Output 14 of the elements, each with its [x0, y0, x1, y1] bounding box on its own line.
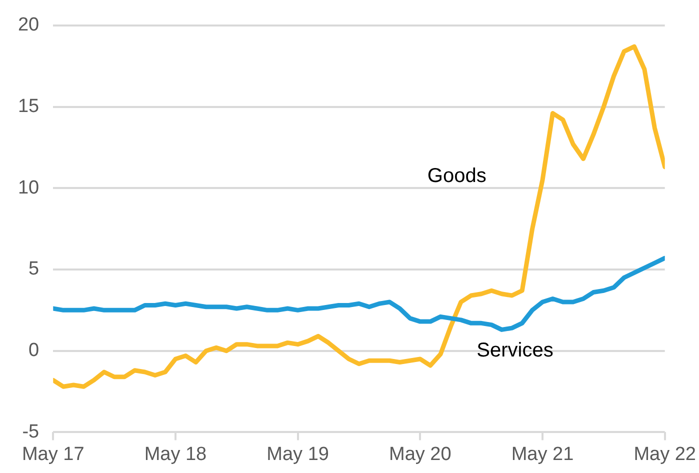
- y-tick-label: 10: [18, 177, 40, 198]
- y-tick-label: -5: [22, 421, 40, 442]
- y-tick-label: 15: [18, 96, 40, 117]
- series-label: Services: [476, 339, 554, 362]
- x-tick-label: May 20: [389, 444, 452, 465]
- y-tick-label: 5: [28, 258, 40, 280]
- x-tick-label: May 18: [144, 444, 207, 465]
- x-tick-label: May 22: [634, 444, 696, 465]
- x-tick-label: May 19: [266, 444, 329, 465]
- x-tick-label: May 21: [511, 444, 574, 465]
- text: Goods: [427, 165, 486, 188]
- y-tick-label: 0: [28, 340, 40, 362]
- y-tick-label: 20: [18, 14, 40, 36]
- x-tick-label: May 17: [22, 444, 84, 465]
